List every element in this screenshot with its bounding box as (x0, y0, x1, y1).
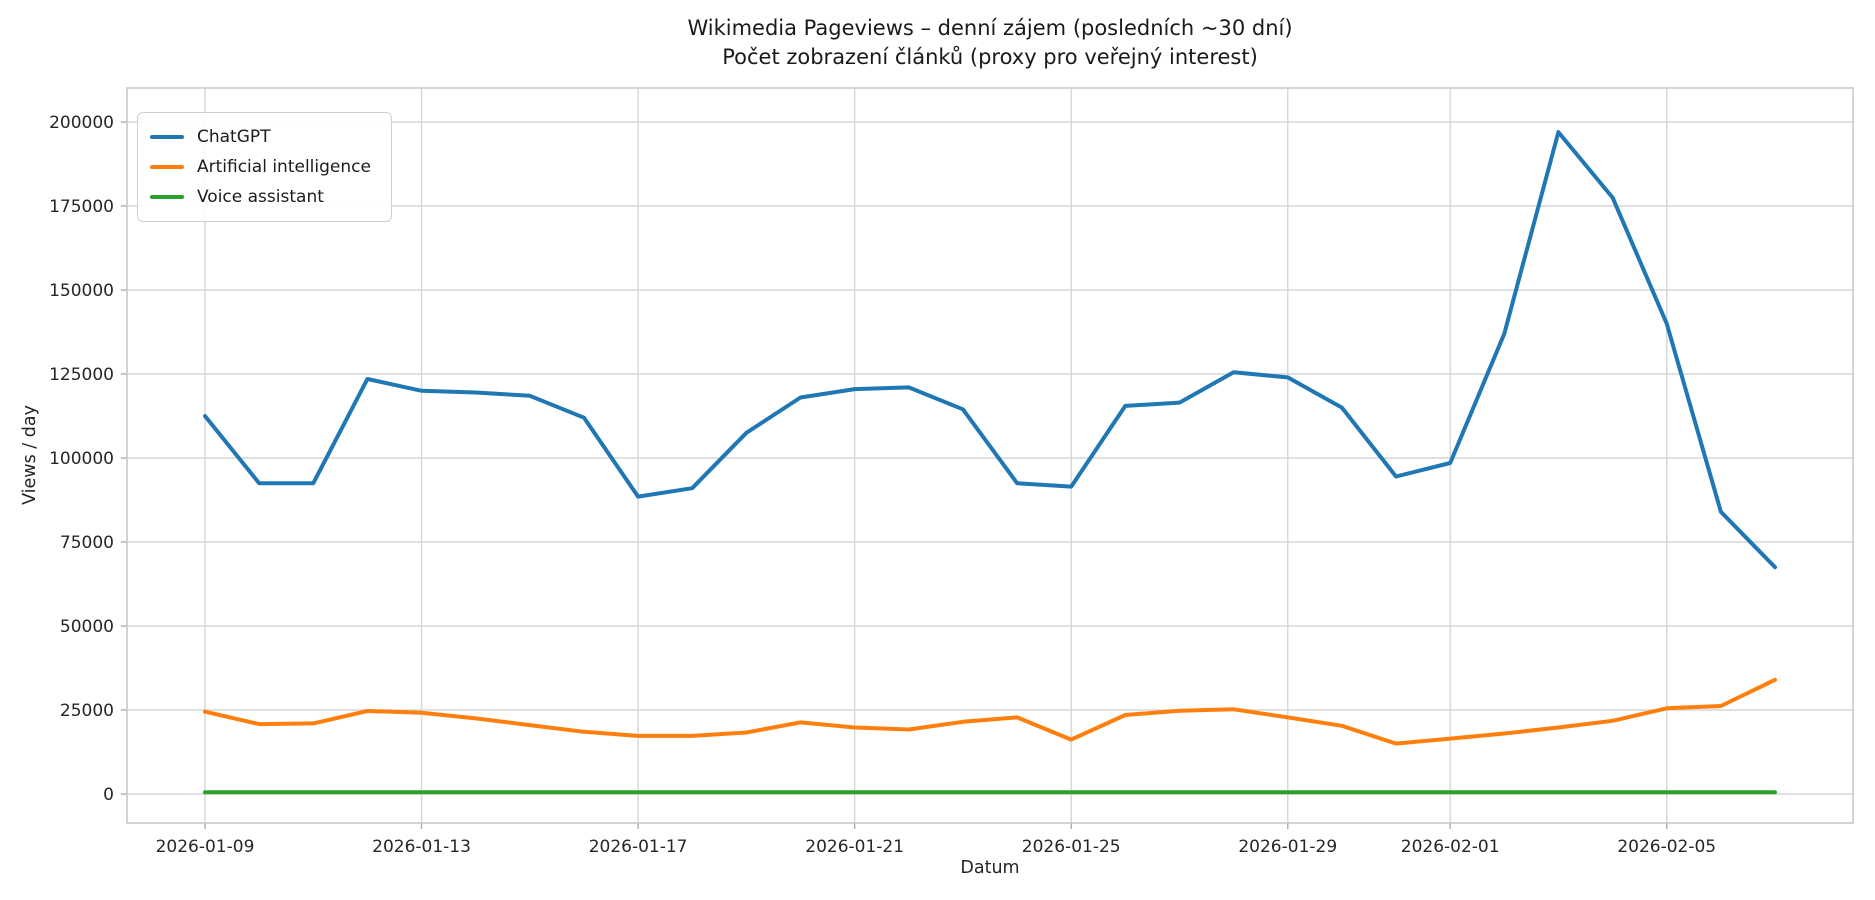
x-tick-label: 2026-01-17 (589, 837, 688, 857)
y-axis-label: Views / day (20, 405, 40, 505)
x-tick-label: 2026-01-21 (805, 837, 904, 857)
legend-swatch-voice-assistant (150, 195, 184, 199)
y-tick-label: 100000 (49, 449, 114, 469)
x-tick-label: 2026-01-09 (156, 837, 255, 857)
y-tick-label: 125000 (49, 365, 114, 385)
chart-title: Wikimedia Pageviews – denní zájem (posle… (687, 16, 1293, 40)
axes-frame (126, 87, 1854, 824)
y-tick-label: 25000 (60, 701, 114, 721)
x-axis-label: Datum (960, 858, 1020, 878)
y-tick-label: 0 (103, 785, 114, 805)
x-tick-label: 2026-01-25 (1022, 837, 1121, 857)
legend-swatch-artificial-intelligence (150, 165, 184, 169)
x-tick-label: 2026-02-01 (1401, 837, 1500, 857)
legend-item-voice-assistant: Voice assistant (150, 182, 371, 212)
legend-label-voice-assistant: Voice assistant (197, 187, 324, 207)
legend-label-chatgpt: ChatGPT (197, 127, 271, 147)
y-tick-label: 150000 (49, 281, 114, 301)
y-tick-label: 200000 (49, 113, 114, 133)
x-tick-label: 2026-01-29 (1238, 837, 1337, 857)
series-line-artificial-intelligence (203, 677, 1777, 746)
legend-item-chatgpt: ChatGPT (150, 122, 371, 152)
legend-swatch-chatgpt (150, 135, 184, 139)
x-tick-label: 2026-01-13 (372, 837, 471, 857)
y-tick-label: 50000 (60, 617, 114, 637)
legend: ChatGPT Artificial intelligence Voice assi… (137, 112, 392, 222)
y-tick-label: 75000 (60, 533, 114, 553)
chart-subtitle: Počet zobrazení článků (proxy pro veřejn… (722, 45, 1258, 69)
series-line-chatgpt (203, 130, 1777, 570)
x-tick-label: 2026-02-05 (1617, 837, 1716, 857)
legend-items: ChatGPT Artificial intelligence Voice assi… (150, 122, 371, 212)
legend-item-artificial-intelligence: Artificial intelligence (150, 152, 371, 182)
legend-label-artificial-intelligence: Artificial intelligence (197, 157, 371, 177)
y-tick-label: 175000 (49, 197, 114, 217)
